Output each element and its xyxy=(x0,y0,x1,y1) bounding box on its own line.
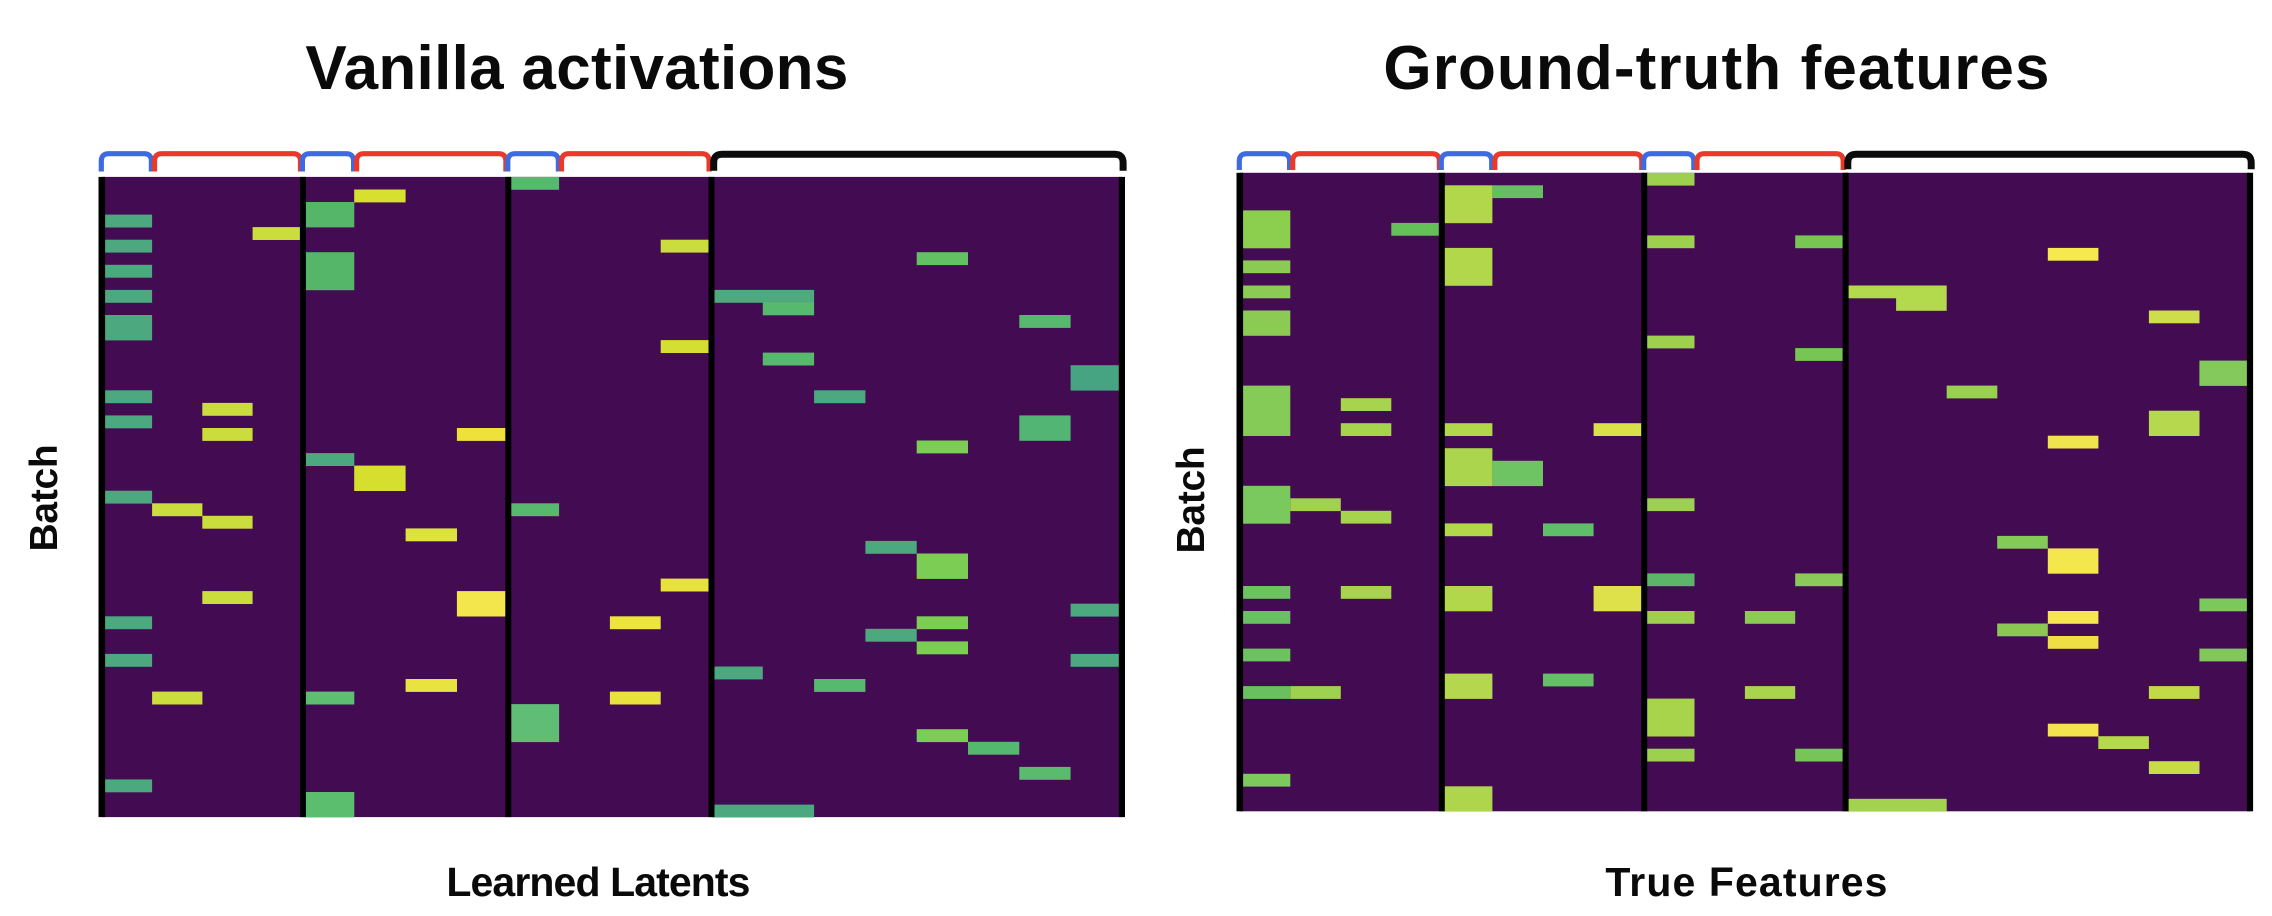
svg-text:True Features: True Features xyxy=(1605,859,1888,905)
svg-text:Batch: Batch xyxy=(1170,447,1213,554)
svg-text:Ground-truth features: Ground-truth features xyxy=(1383,34,2050,103)
svg-text:Batch: Batch xyxy=(23,445,66,552)
svg-text:Vanilla activations: Vanilla activations xyxy=(305,34,848,103)
svg-text:Learned Latents: Learned Latents xyxy=(446,859,749,905)
